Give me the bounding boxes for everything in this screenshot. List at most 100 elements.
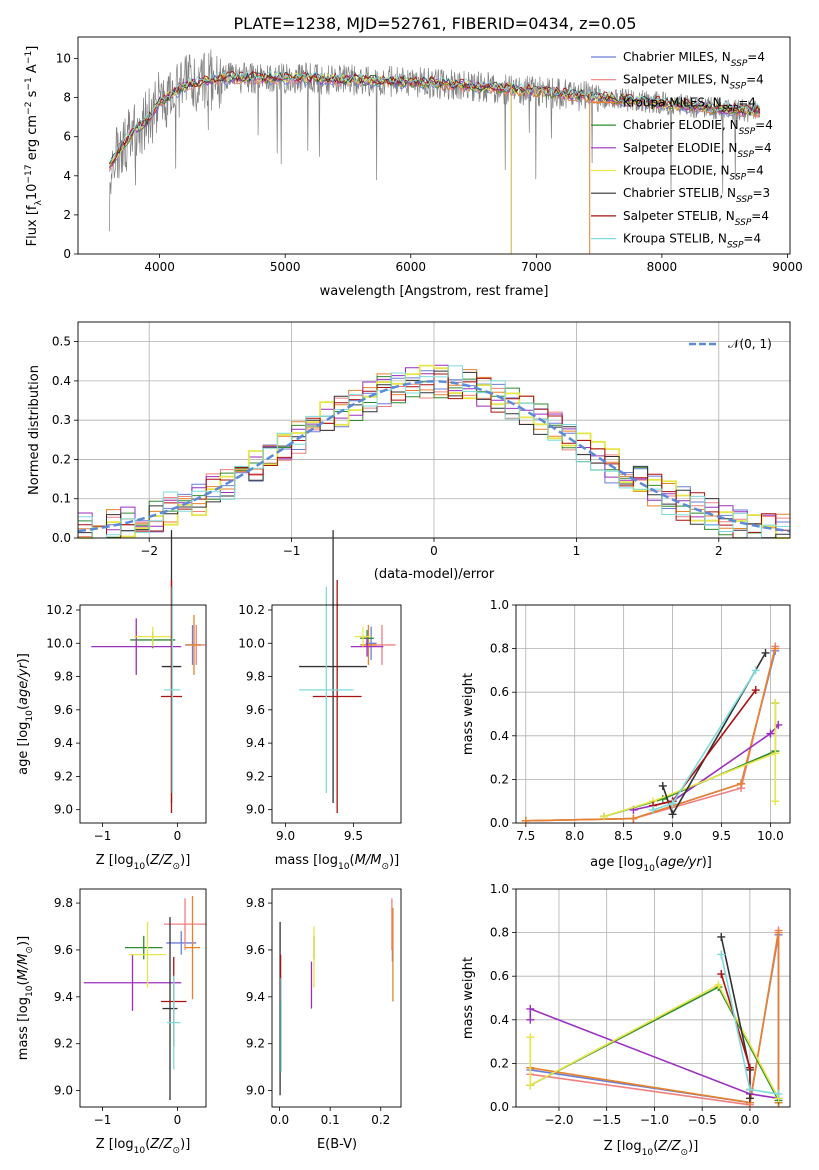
y-tick-label: 9.8 bbox=[54, 896, 73, 910]
y-tick-label: 9.0 bbox=[246, 803, 265, 817]
x-tick-label: −2.0 bbox=[544, 1113, 573, 1127]
y-tick-label: 10.0 bbox=[46, 636, 73, 650]
y-tick-label: 0.5 bbox=[52, 335, 71, 349]
x-tick-label: 0.0 bbox=[740, 1113, 759, 1127]
x-tick-label: 0.0 bbox=[270, 1113, 289, 1127]
x-tick-label: 9.0 bbox=[663, 829, 682, 843]
legend-gaussian-label: 𝒩(0, 1) bbox=[728, 337, 772, 351]
mass-weight-marker bbox=[751, 686, 760, 695]
y-tick-label: 0.6 bbox=[490, 969, 509, 983]
x-tick-label: −1 bbox=[94, 1113, 112, 1127]
mass-weight-line-3 bbox=[530, 932, 780, 1104]
residuals-panel: −2 −1 0 1 2 0.0 0.1 0.2 0.3 0.4 0.5 𝒩(0, 1) (data-mo… bbox=[27, 321, 791, 582]
y-tick-label: 0.8 bbox=[490, 926, 509, 940]
x-axis-label: Z [log10(Z/Z⊙)] bbox=[604, 1139, 699, 1158]
mass-weight-marker bbox=[745, 1063, 754, 1072]
mass-weight-vs-age-panel: 7.5 8.0 8.5 9.0 9.5 10.0 0.0 0.2 0.4 0.6 0.8 1.0 age… bbox=[461, 598, 791, 874]
x-tick-label: 0.2 bbox=[371, 1113, 390, 1127]
y-tick-label: 9.4 bbox=[246, 736, 265, 750]
axes-frame bbox=[77, 36, 791, 255]
mass-weight-marker bbox=[737, 779, 746, 788]
y-tick-label: 10 bbox=[56, 52, 71, 66]
x-tick-label: 6000 bbox=[395, 260, 426, 274]
mass-weight-marker bbox=[761, 648, 770, 657]
model-spectrum-line-9 bbox=[109, 70, 761, 162]
y-tick-label: 8 bbox=[63, 91, 71, 105]
x-axis-label: Z [log10(Z/Z⊙)] bbox=[96, 1137, 191, 1156]
legend-label-2: Salpeter MILES, NSSP=4 bbox=[623, 73, 764, 92]
y-tick-label: 4 bbox=[63, 169, 71, 183]
figure-title: PLATE=1238, MJD=52761, FIBERID=0434, z=0… bbox=[233, 14, 636, 33]
y-tick-label: 9.0 bbox=[246, 1084, 265, 1098]
mass-weight-marker bbox=[668, 799, 677, 808]
mass-weight-line-6 bbox=[603, 703, 777, 818]
x-tick-label: 9.0 bbox=[276, 829, 295, 843]
y-tick-label: 9.6 bbox=[54, 703, 73, 717]
mass-weight-marker bbox=[717, 932, 726, 941]
histogram-series-6 bbox=[78, 364, 790, 539]
x-tick-label: 8.0 bbox=[565, 829, 584, 843]
mass-weight-line-7 bbox=[662, 652, 767, 817]
mass-weight-marker bbox=[745, 1085, 754, 1094]
mass-weight-line-4 bbox=[603, 703, 777, 818]
y-axis-label: mass [log10(M/M⊙)] bbox=[16, 936, 35, 1060]
axes-frame bbox=[515, 604, 791, 824]
mass-weight-marker bbox=[600, 812, 609, 821]
mass-weight-marker bbox=[714, 980, 723, 989]
mass-weight-marker bbox=[526, 1004, 535, 1013]
mass-weight-line-3 bbox=[525, 648, 777, 822]
y-tick-label: 0.0 bbox=[52, 531, 71, 545]
mass-weight-marker bbox=[526, 1015, 535, 1024]
y-tick-label: 0.2 bbox=[52, 452, 71, 466]
axes-frame bbox=[271, 604, 402, 824]
y-tick-label: 10.0 bbox=[238, 636, 265, 650]
model-spectrum-line-8 bbox=[109, 71, 761, 164]
x-tick-label: 0.1 bbox=[321, 1113, 340, 1127]
y-tick-label: 6 bbox=[63, 130, 71, 144]
y-tick-label: 9.6 bbox=[246, 943, 265, 957]
mass-weight-line-6 bbox=[529, 983, 780, 1099]
x-axis-label: wavelength [Angstrom, rest frame] bbox=[320, 284, 549, 299]
y-tick-label: 9.4 bbox=[54, 736, 73, 750]
x-axis-label: E(B-V) bbox=[317, 1137, 357, 1152]
y-tick-label: 9.8 bbox=[246, 896, 265, 910]
mass-weight-line-2 bbox=[525, 646, 777, 822]
y-tick-label: 0.8 bbox=[490, 642, 509, 656]
y-axis-label: mass weight bbox=[461, 957, 476, 1039]
x-tick-label: 10.0 bbox=[757, 829, 784, 843]
gaussian-reference-curve bbox=[77, 380, 791, 533]
legend-label-1: Chabrier MILES, NSSP=4 bbox=[623, 50, 765, 69]
mass-weight-marker bbox=[771, 797, 780, 806]
mass-weight-marker bbox=[774, 1089, 783, 1098]
x-tick-label: 4000 bbox=[144, 260, 175, 274]
x-tick-label: 0 bbox=[174, 829, 182, 843]
mass-weight-marker bbox=[745, 1094, 754, 1103]
mass-weight-marker bbox=[717, 970, 726, 979]
y-tick-label: 10.2 bbox=[46, 603, 73, 617]
x-tick-label: 7.5 bbox=[516, 829, 535, 843]
y-tick-label: 9.6 bbox=[246, 703, 265, 717]
y-tick-label: 9.2 bbox=[54, 769, 73, 783]
y-tick-label: 9.4 bbox=[246, 990, 265, 1004]
legend-label-4: Chabrier ELODIE, NSSP=4 bbox=[623, 118, 773, 137]
mass-weight-marker bbox=[521, 816, 530, 825]
mass-weight-marker bbox=[526, 1033, 535, 1042]
y-tick-label: 9.6 bbox=[54, 943, 73, 957]
y-tick-label: 0.0 bbox=[490, 1100, 509, 1114]
age-vs-mass-panel: 9.0 9.5 9.0 9.2 9.4 9.6 9.8 10.0 10.2 mass [log10… bbox=[238, 530, 402, 872]
x-tick-label: 0 bbox=[430, 544, 438, 558]
y-tick-label: 9.2 bbox=[54, 1037, 73, 1051]
histogram-series-5 bbox=[78, 364, 790, 539]
x-tick-label: −1.0 bbox=[640, 1113, 669, 1127]
y-tick-label: 9.0 bbox=[54, 1084, 73, 1098]
mass-weight-marker bbox=[774, 928, 783, 937]
axes-frame bbox=[77, 321, 791, 539]
x-tick-label: 2 bbox=[715, 544, 723, 558]
y-tick-label: 9.8 bbox=[54, 670, 73, 684]
y-tick-label: 0.0 bbox=[490, 816, 509, 830]
legend-label-8: Salpeter STELIB, NSSP=4 bbox=[623, 209, 769, 228]
mass-weight-line-5 bbox=[529, 1007, 779, 1100]
x-tick-label: 9.5 bbox=[712, 829, 731, 843]
y-tick-label: 1.0 bbox=[490, 882, 509, 896]
